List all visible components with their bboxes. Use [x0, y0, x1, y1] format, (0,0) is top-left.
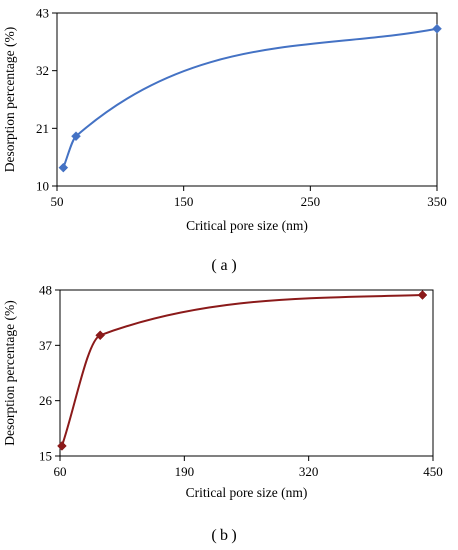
chart-b: 60 190 320 450 15 26 37 48 Critical pore size (n… — [2, 283, 443, 501]
panel-label-a-open: ( — [211, 257, 216, 274]
plot-frame — [56, 12, 438, 187]
data-point-marker — [417, 290, 428, 300]
data-point-marker — [432, 23, 442, 34]
panel-label-a-close: ) — [231, 257, 236, 274]
panel-label-b-close: ) — [231, 527, 236, 544]
x-tick-label: 60 — [54, 464, 67, 479]
data-point-marker — [95, 330, 106, 341]
plot-frame — [59, 289, 434, 457]
y-axis-label: Desorption percentage (%) — [2, 27, 17, 172]
panel-label-a-letter: a — [220, 257, 227, 274]
data-point-marker — [57, 441, 67, 451]
panel-label-b-letter: b — [220, 527, 228, 544]
x-tick-label: 250 — [301, 194, 321, 209]
y-axis-label: Desorption percentage (%) — [2, 300, 17, 445]
data-point-marker — [58, 162, 69, 173]
y-tick-label: 26 — [39, 393, 53, 408]
x-tick-label: 150 — [174, 194, 194, 209]
y-tick-label: 37 — [39, 338, 53, 353]
x-tick-label: 190 — [175, 464, 195, 479]
series-line — [60, 294, 423, 447]
data-point-marker — [71, 131, 81, 142]
y-tick-label: 48 — [39, 283, 52, 298]
panel-label-b-open: ( — [211, 527, 216, 544]
x-axis-label: Critical pore size (nm) — [186, 218, 308, 233]
x-tick-label: 350 — [427, 194, 447, 209]
chart-a: 50 150 250 350 10 21 32 43 Critical pore size (n… — [2, 6, 447, 234]
x-tick-label: 320 — [299, 464, 319, 479]
y-tick-label: 32 — [36, 63, 49, 78]
series-line — [62, 27, 438, 169]
x-tick-label: 50 — [51, 194, 64, 209]
y-tick-label: 15 — [39, 449, 52, 464]
x-axis-label: Critical pore size (nm) — [186, 485, 308, 500]
y-tick-label: 43 — [36, 6, 49, 21]
y-tick-label: 21 — [36, 121, 49, 136]
y-tick-label: 10 — [36, 179, 49, 194]
x-tick-label: 450 — [423, 464, 443, 479]
